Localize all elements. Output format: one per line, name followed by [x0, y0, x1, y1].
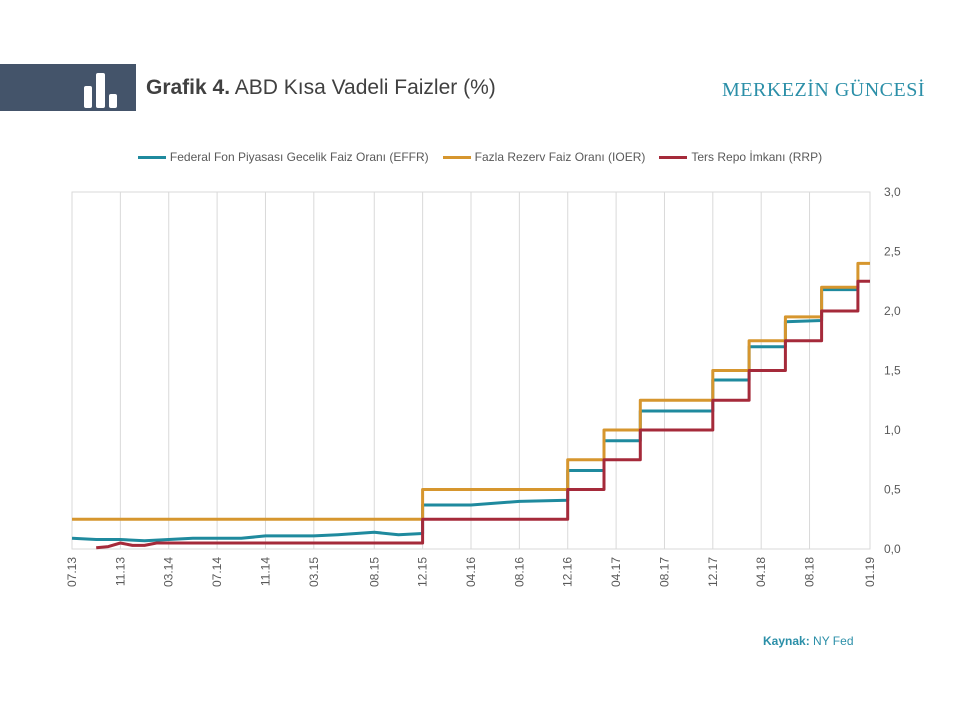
x-tick-label: 04.17	[609, 557, 623, 587]
y-tick-label: 3,0	[884, 185, 901, 199]
x-tick-label: 07.14	[210, 557, 224, 587]
y-tick-label: 2,0	[884, 304, 901, 318]
x-tick-label: 11.14	[258, 557, 272, 586]
x-tick-label: 08.17	[657, 557, 671, 587]
x-tick-label: 12.17	[706, 557, 720, 587]
legend-swatch-rrp	[659, 155, 688, 159]
y-tick-label: 1,5	[884, 364, 901, 378]
y-tick-label: 1,0	[884, 423, 901, 437]
x-tick-label: 04.18	[754, 557, 768, 587]
legend-item-ioer: Fazla Rezerv Faiz Oranı (IOER)	[442, 150, 646, 164]
legend-swatch-ioer	[442, 155, 471, 159]
source-value: NY Fed	[809, 634, 854, 648]
series-line-ioer	[72, 261, 870, 521]
source-note: Kaynak: NY Fed	[763, 634, 854, 648]
bar-chart-icon	[84, 72, 124, 108]
y-tick-label: 0,5	[884, 483, 901, 497]
x-tick-label: 11.13	[113, 557, 127, 586]
chart-title-rest: ABD Kısa Vadeli Faizler (%)	[230, 76, 496, 99]
x-tick-label: 03.15	[307, 557, 321, 587]
x-tick-label: 08.15	[367, 557, 381, 587]
legend-item-effr: Federal Fon Piyasası Gecelik Faiz Oranı …	[137, 150, 429, 164]
x-tick-label: 12.16	[561, 557, 575, 587]
chart-title-bold: Grafik 4.	[146, 76, 231, 99]
chart-legend: Federal Fon Piyasası Gecelik Faiz Oranı …	[0, 150, 960, 164]
y-tick-label: 2,5	[884, 245, 901, 259]
legend-swatch-effr	[137, 155, 166, 159]
x-tick-label: 12.15	[416, 557, 430, 587]
legend-item-rrp: Ters Repo İmkanı (RRP)	[659, 150, 822, 164]
legend-label-effr: Federal Fon Piyasası Gecelik Faiz Oranı …	[169, 150, 429, 164]
legend-label-ioer: Fazla Rezerv Faiz Oranı (IOER)	[474, 150, 646, 164]
x-tick-label: 03.14	[162, 557, 176, 587]
series-line-rrp	[96, 279, 870, 550]
x-tick-label: 08.18	[803, 557, 817, 587]
x-tick-label: 01.19	[863, 557, 877, 587]
brand-logo-text: MERKEZİN GÜNCESİ	[722, 79, 925, 101]
chart-title: Grafik 4. ABD Kısa Vadeli Faizler (%)	[146, 76, 496, 100]
x-tick-label: 07.13	[65, 557, 79, 587]
y-tick-label: 0,0	[884, 542, 901, 556]
x-tick-label: 08.16	[512, 557, 526, 587]
legend-label-rrp: Ters Repo İmkanı (RRP)	[691, 150, 823, 164]
source-label: Kaynak:	[763, 634, 810, 648]
series-line-effr	[71, 288, 858, 543]
x-tick-label: 04.16	[464, 557, 478, 587]
